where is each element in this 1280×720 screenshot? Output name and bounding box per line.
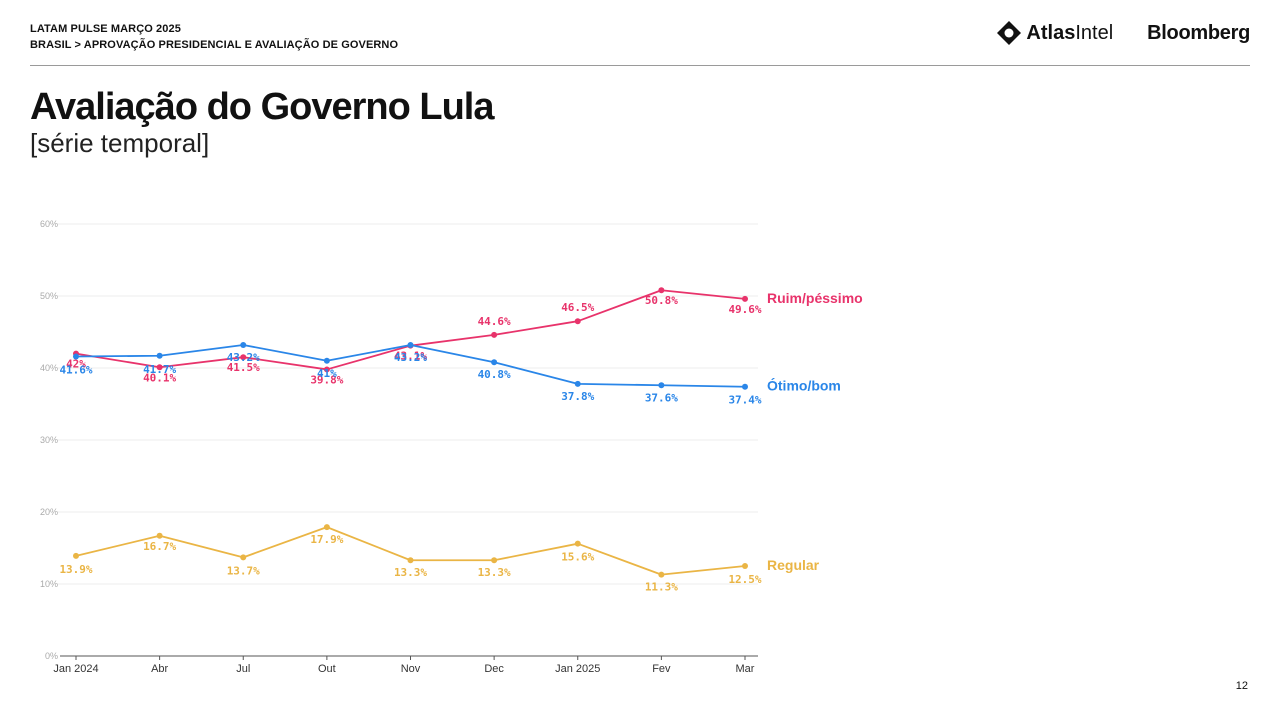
y-tick-label: 20%: [40, 507, 58, 517]
x-tick-label: Mar: [736, 663, 755, 675]
x-tick-label: Jan 2025: [555, 663, 600, 675]
data-point: [491, 331, 498, 338]
report-section: BRASIL > APROVAÇÃO PRESIDENCIAL E AVALIA…: [30, 39, 399, 51]
atlas-logo-text-b: Intel: [1075, 21, 1114, 44]
bloomberg-logo: Bloomberg: [1147, 21, 1250, 44]
data-point: [491, 359, 498, 366]
data-point: [240, 554, 247, 561]
x-tick-label: Nov: [401, 663, 421, 675]
data-point: [742, 295, 748, 302]
data-label: 37.4%: [728, 394, 761, 407]
data-point: [323, 524, 330, 531]
data-label: 43.1%: [394, 350, 427, 363]
atlas-diamond-icon: [997, 21, 1022, 45]
data-point: [323, 357, 330, 364]
data-label: 13.9%: [59, 563, 92, 576]
data-point: [407, 341, 414, 348]
data-label: 39.8%: [310, 373, 343, 386]
data-point: [156, 364, 163, 371]
x-tick-label: Abr: [151, 663, 168, 675]
logos: AtlasIntel Bloomberg: [996, 20, 1250, 46]
page-number: 12: [1235, 680, 1248, 692]
data-label: 41.5%: [227, 361, 260, 374]
y-tick-label: 60%: [40, 219, 58, 229]
x-tick-label: Dec: [484, 663, 504, 675]
y-tick-label: 50%: [40, 291, 58, 301]
data-label: 49.6%: [728, 303, 761, 316]
data-label: 46.5%: [561, 301, 594, 314]
data-point: [658, 287, 665, 294]
legend-label: Ótimo/bom: [767, 377, 841, 394]
x-tick-label: Fev: [652, 663, 671, 675]
header-divider: [30, 65, 1250, 66]
legend-label: Ruim/péssimo: [767, 290, 863, 306]
x-tick-label: Out: [318, 663, 336, 675]
data-label: 16.7%: [143, 540, 176, 553]
report-title: LATAM PULSE MARÇO 2025: [30, 23, 181, 35]
data-label: 40.8%: [478, 368, 511, 381]
data-point: [323, 366, 330, 373]
data-label: 15.6%: [561, 551, 594, 564]
y-tick-label: 0%: [45, 651, 58, 661]
data-label: 43.2%: [394, 351, 427, 364]
data-point: [156, 352, 163, 359]
legend-label: Regular: [767, 557, 820, 573]
data-label: 41%: [317, 367, 337, 380]
data-label: 13.3%: [394, 566, 427, 579]
data-point: [742, 383, 748, 390]
x-tick-label: Jan 2024: [53, 663, 98, 675]
data-label: 17.9%: [310, 533, 343, 546]
data-point: [240, 354, 247, 361]
data-label: 13.7%: [227, 564, 260, 577]
data-point: [658, 382, 665, 389]
atlasintel-logo: AtlasIntel: [996, 20, 1113, 46]
data-point: [73, 552, 79, 559]
data-label: 41.7%: [143, 363, 176, 376]
data-point: [574, 318, 581, 325]
data-label: 40.1%: [143, 371, 176, 384]
data-label: 43.2%: [227, 351, 260, 364]
data-point: [240, 341, 247, 348]
data-point: [491, 557, 498, 564]
data-point: [658, 571, 665, 578]
data-label: 41.6%: [59, 363, 92, 376]
data-point: [73, 353, 79, 360]
y-tick-label: 40%: [40, 363, 58, 373]
data-label: 13.3%: [478, 566, 511, 579]
x-tick-label: Jul: [236, 663, 250, 675]
data-point: [156, 532, 163, 539]
data-label: 11.3%: [645, 581, 678, 594]
data-label: 37.6%: [645, 391, 678, 404]
data-label: 44.6%: [478, 315, 511, 328]
data-point: [574, 540, 581, 547]
data-label: 50.8%: [645, 294, 678, 307]
data-label: 12.5%: [728, 573, 761, 586]
data-label: 42%: [66, 358, 86, 371]
breadcrumb: LATAM PULSE MARÇO 2025 BRASIL > APROVAÇÃ…: [30, 21, 398, 53]
data-point: [407, 557, 414, 564]
chart-subtitle: [série temporal]: [30, 128, 210, 158]
chart-title: Avaliação do Governo Lula: [30, 86, 494, 128]
data-point: [574, 380, 581, 387]
y-tick-label: 30%: [40, 435, 58, 445]
y-tick-label: 10%: [40, 579, 58, 589]
data-label: 37.8%: [561, 390, 594, 403]
atlas-logo-text-a: Atlas: [1026, 21, 1076, 44]
data-point: [742, 563, 748, 569]
